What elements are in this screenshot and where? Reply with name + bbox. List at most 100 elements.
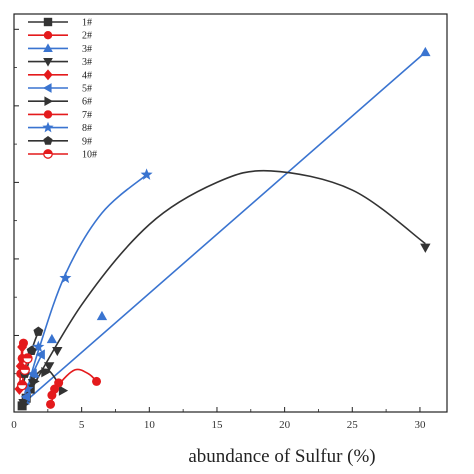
point-s9-3-shape — [59, 271, 72, 284]
point-s11-3-fill — [23, 353, 33, 359]
legend-marker-9-shape — [42, 121, 54, 133]
point-s11-2-fill — [20, 365, 30, 370]
point-s7-2 — [30, 376, 40, 387]
point-s10-2-shape — [26, 345, 37, 355]
axes: 0 5 10 15 20 25 30 — [11, 13, 448, 431]
point-s9-2 — [32, 340, 45, 353]
point-s11-1 — [16, 380, 28, 391]
point-s5-3 — [17, 341, 28, 353]
point-s9-1 — [21, 382, 34, 395]
point-s3-3 — [46, 333, 58, 344]
point-s8-1 — [46, 399, 56, 409]
point-s6-2-shape — [27, 368, 37, 379]
legend-label-3: 3# — [82, 44, 92, 55]
point-s8-5 — [92, 376, 102, 386]
point-s9-4-shape — [140, 168, 153, 180]
legend-label-9: 8# — [82, 123, 92, 134]
point-s3-3-shape — [46, 333, 58, 344]
point-s3-5-shape — [420, 46, 431, 57]
data-markers — [14, 46, 431, 411]
x-tick-label: 25 — [347, 419, 359, 431]
legend-label-7: 6# — [82, 97, 92, 108]
legend-label-5: 4# — [82, 70, 92, 81]
point-s9-1-shape — [21, 382, 34, 395]
fit-line-3 — [21, 51, 426, 405]
legend-label-6: 5# — [82, 84, 92, 95]
point-s8-5-shape — [92, 376, 102, 386]
legend-marker-8-shape — [43, 110, 53, 119]
legend-marker-10 — [43, 135, 53, 145]
legend-marker-4-shape — [43, 58, 53, 67]
legend-marker-1-shape — [43, 17, 53, 27]
legend-label-1: 1# — [82, 18, 92, 29]
legend-marker-11 — [43, 149, 53, 159]
fit-curves — [18, 51, 426, 409]
point-s11-3 — [22, 353, 33, 364]
point-s7-4-shape — [58, 385, 69, 396]
x-tick-label: 15 — [211, 419, 223, 431]
plot-frame — [13, 13, 448, 413]
fit-line-4 — [20, 169, 426, 409]
point-s6-2 — [27, 368, 37, 379]
point-s6-1 — [20, 391, 31, 402]
point-s9-2-shape — [32, 340, 45, 353]
legend-marker-5-shape — [43, 69, 53, 81]
legend: 1# 2# 3# 3# 4# 5# 6# 7# 8# 9# 10# — [28, 18, 97, 161]
legend-marker-11-fill — [43, 149, 53, 154]
point-s7-4 — [58, 385, 69, 396]
point-s7-1-shape — [19, 399, 29, 410]
point-s6-3-shape — [35, 349, 45, 360]
point-s4-3-shape — [44, 362, 55, 372]
point-s6-3 — [35, 349, 45, 360]
point-s4-4-shape — [52, 346, 63, 357]
legend-marker-10-shape — [43, 135, 53, 145]
legend-label-2: 2# — [82, 31, 92, 42]
point-s4-3 — [44, 362, 55, 372]
legend-label-11: 10# — [82, 150, 97, 161]
legend-marker-7-shape — [44, 96, 54, 107]
point-s4-5 — [420, 243, 431, 253]
point-s8-4 — [54, 378, 64, 388]
legend-marker-4 — [43, 58, 53, 67]
point-s11-1-fill — [17, 380, 27, 386]
point-s7-2-shape — [30, 376, 40, 387]
legend-label-8: 7# — [82, 110, 92, 121]
legend-marker-5 — [43, 69, 53, 81]
x-tick-label: 30 — [414, 419, 426, 431]
x-axis-title: abundance of Sulfur (%) — [188, 446, 375, 467]
legend-marker-9 — [42, 121, 54, 133]
point-s7-3-shape — [41, 367, 51, 378]
legend-marker-1 — [43, 17, 53, 27]
point-s9-4 — [140, 168, 153, 180]
legend-marker-2-shape — [43, 31, 53, 40]
point-s7-3 — [41, 367, 51, 378]
point-s3-5 — [420, 46, 431, 57]
point-s11-2 — [19, 364, 30, 376]
legend-marker-7 — [44, 96, 54, 107]
x-tick-label: 10 — [144, 419, 156, 431]
point-s3-4-shape — [96, 310, 108, 321]
legend-marker-8 — [43, 110, 53, 119]
point-s10-3-shape — [33, 326, 44, 336]
point-s4-5-shape — [420, 243, 431, 253]
legend-marker-3 — [43, 43, 53, 52]
x-tick-label: 20 — [279, 419, 291, 431]
point-s9-3 — [59, 271, 72, 284]
point-s8-1-shape — [46, 399, 56, 409]
legend-label-10: 9# — [82, 136, 92, 147]
point-s10-3 — [33, 326, 44, 336]
legend-marker-6-shape — [42, 83, 52, 93]
point-s10-2 — [26, 345, 37, 355]
point-s8-4-shape — [54, 378, 64, 388]
point-s7-1 — [19, 399, 29, 410]
x-tick-label: 0 — [11, 419, 17, 431]
x-tick-label: 5 — [79, 419, 85, 431]
legend-marker-6 — [42, 83, 52, 93]
point-s6-1-shape — [20, 391, 31, 402]
legend-label-4: 3# — [82, 57, 92, 68]
point-s3-4 — [96, 310, 108, 321]
point-s5-3-shape — [17, 341, 28, 353]
point-s4-4 — [52, 346, 63, 357]
